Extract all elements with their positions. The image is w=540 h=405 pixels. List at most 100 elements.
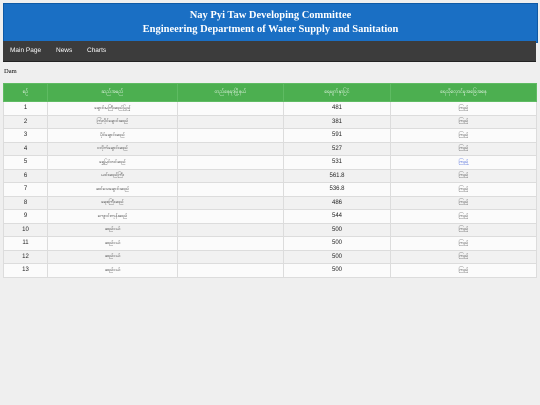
view-status-link[interactable]: ကြည့် xyxy=(458,145,469,151)
row-dam-name: ဆည်ငယ် xyxy=(47,249,178,264)
table-header-row: စဉ် ဆည်အမည် တည်နေရာမြို့နယ် ရေမျက်နှာပြင… xyxy=(3,83,537,102)
row-status: ကြည့် xyxy=(390,114,537,129)
row-status: ကြည့် xyxy=(390,128,537,143)
row-status: ကြည့် xyxy=(390,155,537,170)
row-location xyxy=(177,182,284,197)
row-no: 3 xyxy=(3,128,48,143)
row-location xyxy=(177,263,284,278)
row-no: 10 xyxy=(3,222,48,237)
site-header: Nay Pyi Taw Developing Committee Enginee… xyxy=(3,3,538,43)
header-location: တည်နေရာမြို့နယ် xyxy=(177,83,284,102)
row-dam-name: ယင်းဆည်ကြီး xyxy=(47,168,178,183)
row-water-level: 381 xyxy=(283,114,391,129)
row-no: 2 xyxy=(3,114,48,129)
row-dam-name: ကြံလိုင်ချောင်းဆည် xyxy=(47,114,178,129)
row-no: 13 xyxy=(3,263,48,278)
header-water-level: ရေမျက်နှာပြင် xyxy=(283,83,391,102)
table-row: 7 ဆင်သေချောင်းဆည် 536.8 ကြည့် xyxy=(3,182,537,197)
row-location xyxy=(177,222,284,237)
row-no: 12 xyxy=(3,249,48,264)
row-no: 4 xyxy=(3,141,48,156)
table-row: 4 ငလိုက်ချောင်းဆည် 527 ကြည့် xyxy=(3,141,537,156)
row-no: 5 xyxy=(3,155,48,170)
row-dam-name: ရွှေမြင်တင်ဆည် xyxy=(47,155,178,170)
main-nav: Main Page News Charts xyxy=(3,41,536,62)
nav-news[interactable]: News xyxy=(56,47,73,54)
row-water-level: 481 xyxy=(283,101,391,116)
row-water-level: 561.8 xyxy=(283,168,391,183)
row-dam-name: ဆည်ငယ် xyxy=(47,222,178,237)
row-location xyxy=(177,195,284,210)
row-dam-name: ချောင်းမကြီးဆည်ပြည့် xyxy=(47,101,178,116)
view-status-link[interactable]: ကြည့် xyxy=(458,131,469,137)
nav-charts[interactable]: Charts xyxy=(87,47,107,54)
row-dam-name: ပိုင်ချောင်းဆည် xyxy=(47,128,178,143)
row-dam-name: ရေစကြီးဆည် xyxy=(47,195,178,210)
table-row: 12 ဆည်ငယ် 500 ကြည့် xyxy=(3,249,537,264)
table-row: 5 ရွှေမြင်တင်ဆည် 531 ကြည့် xyxy=(3,155,537,170)
row-water-level: 527 xyxy=(283,141,391,156)
row-dam-name: ဆည်ငယ် xyxy=(47,263,178,278)
row-status: ကြည့် xyxy=(390,249,537,264)
row-status: ကြည့် xyxy=(390,236,537,251)
table-row: 9 ကျောင်းကုန်းဆည် 544 ကြည့် xyxy=(3,209,537,224)
view-status-link[interactable]: ကြည့် xyxy=(458,266,469,272)
row-status: ကြည့် xyxy=(390,141,537,156)
row-no: 7 xyxy=(3,182,48,197)
row-location xyxy=(177,209,284,224)
view-status-link[interactable]: ကြည့် xyxy=(458,185,469,191)
table-row: 2 ကြံလိုင်ချောင်းဆည် 381 ကြည့် xyxy=(3,114,537,129)
nav-main-page[interactable]: Main Page xyxy=(10,47,42,54)
row-location xyxy=(177,101,284,116)
row-status: ကြည့် xyxy=(390,263,537,278)
row-no: 1 xyxy=(3,101,48,116)
row-status: ကြည့် xyxy=(390,209,537,224)
row-location xyxy=(177,168,284,183)
row-water-level: 591 xyxy=(283,128,391,143)
view-status-link[interactable]: ကြည့် xyxy=(458,226,469,232)
view-status-link[interactable]: ကြည့် xyxy=(458,253,469,259)
table-row: 8 ရေစကြီးဆည် 486 ကြည့် xyxy=(3,195,537,210)
row-water-level: 531 xyxy=(283,155,391,170)
row-location xyxy=(177,155,284,170)
header-storage-status: ရေသိုလှောင်မှုအခြေအနေ xyxy=(390,83,537,102)
row-dam-name: ဆင်သေချောင်းဆည် xyxy=(47,182,178,197)
view-status-link[interactable]: ကြည့် xyxy=(458,199,469,205)
view-status-link[interactable]: ကြည့် xyxy=(458,104,469,110)
row-status: ကြည့် xyxy=(390,182,537,197)
dam-table: စဉ် ဆည်အမည် တည်နေရာမြို့နယ် ရေမျက်နှာပြင… xyxy=(3,83,537,278)
table-row: 1 ချောင်းမကြီးဆည်ပြည့် 481 ကြည့် xyxy=(3,101,537,116)
committee-title: Nay Pyi Taw Developing Committee xyxy=(189,10,352,21)
row-no: 9 xyxy=(3,209,48,224)
row-no: 6 xyxy=(3,168,48,183)
table-row: 10 ဆည်ငယ် 500 ကြည့် xyxy=(3,222,537,237)
table-row: 6 ယင်းဆည်ကြီး 561.8 ကြည့် xyxy=(3,168,537,183)
table-row: 3 ပိုင်ချောင်းဆည် 591 ကြည့် xyxy=(3,128,537,143)
view-status-link[interactable]: ကြည့် xyxy=(458,172,469,178)
row-location xyxy=(177,249,284,264)
row-location xyxy=(177,141,284,156)
view-status-link[interactable]: ကြည့် xyxy=(458,212,469,218)
row-location xyxy=(177,236,284,251)
row-location xyxy=(177,114,284,129)
view-status-link[interactable]: ကြည့် xyxy=(458,118,469,124)
view-status-link[interactable]: ကြည့် xyxy=(458,158,469,164)
row-water-level: 536.8 xyxy=(283,182,391,197)
row-status: ကြည့် xyxy=(390,195,537,210)
row-water-level: 486 xyxy=(283,195,391,210)
row-water-level: 500 xyxy=(283,249,391,264)
header-no: စဉ် xyxy=(3,83,48,102)
header-dam-name: ဆည်အမည် xyxy=(47,83,178,102)
row-dam-name: ငလိုက်ချောင်းဆည် xyxy=(47,141,178,156)
row-dam-name: ကျောင်းကုန်းဆည် xyxy=(47,209,178,224)
row-water-level: 500 xyxy=(283,236,391,251)
row-location xyxy=(177,128,284,143)
view-status-link[interactable]: ကြည့် xyxy=(458,239,469,245)
row-status: ကြည့် xyxy=(390,168,537,183)
section-title: Dam xyxy=(4,68,17,75)
table-row: 11 ဆည်ငယ် 500 ကြည့် xyxy=(3,236,537,251)
row-water-level: 500 xyxy=(283,222,391,237)
row-no: 11 xyxy=(3,236,48,251)
row-water-level: 500 xyxy=(283,263,391,278)
table-row: 13 ဆည်ငယ် 500 ကြည့် xyxy=(3,263,537,278)
